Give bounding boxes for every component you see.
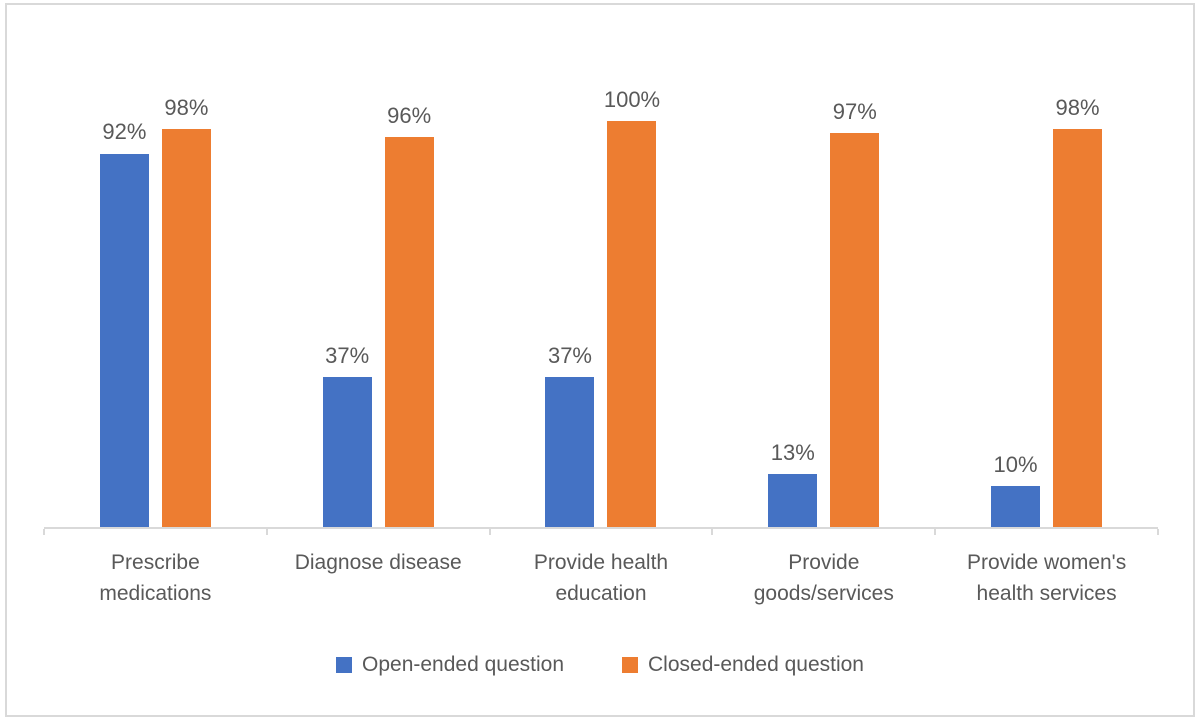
- bar-slot: 13%: [768, 121, 818, 527]
- axis-tick: [265, 529, 268, 535]
- bar-group: 37% 100%: [490, 87, 713, 527]
- data-label: 37%: [325, 342, 370, 368]
- bar-slot: 98%: [161, 95, 211, 527]
- bar-group: 10% 98%: [935, 95, 1158, 527]
- data-label: 98%: [1055, 95, 1100, 121]
- data-label: 96%: [387, 103, 432, 129]
- axis-tick: [43, 529, 45, 535]
- bar-closed-ended: [830, 133, 880, 527]
- bar-open-ended: [991, 486, 1041, 527]
- legend-item: Closed-ended question: [622, 653, 864, 677]
- data-label: 98%: [164, 95, 209, 121]
- legend-label: Open-ended question: [362, 653, 564, 676]
- category-label: Provide women's health services: [966, 551, 1127, 605]
- plot-area: 92% 98% 37% 96% 37% 100% 13% 97% 10% 98%: [43, 87, 1159, 535]
- category-label: Provide goods/services: [753, 551, 894, 605]
- bar-slot: 100%: [604, 87, 660, 527]
- bar-closed-ended: [607, 121, 657, 527]
- bar-open-ended: [322, 376, 372, 527]
- bar-slot: 96%: [384, 103, 434, 527]
- axis-tick: [711, 529, 714, 535]
- data-label: 37%: [547, 342, 593, 368]
- legend-label: Closed-ended question: [648, 653, 864, 676]
- data-label: 100%: [603, 87, 661, 112]
- legend-item: Open-ended question: [336, 653, 564, 677]
- category-label: Prescribe medications: [99, 551, 212, 605]
- bar-group: 92% 98%: [44, 95, 267, 527]
- axis-tick: [488, 529, 491, 535]
- category-label: Provide health education: [533, 551, 669, 605]
- data-label: 92%: [102, 119, 147, 145]
- x-axis-labels: Prescribe medications Diagnose disease Pro…: [44, 547, 1158, 609]
- bar-slot: 37%: [545, 121, 595, 527]
- bar-slot: 10%: [991, 121, 1041, 527]
- bar-closed-ended: [161, 129, 211, 527]
- bar-slot: 92%: [99, 119, 149, 527]
- data-label: 97%: [832, 99, 877, 125]
- bar-open-ended: [545, 376, 595, 527]
- legend-swatch-icon: [622, 657, 638, 673]
- bar-group: 37% 96%: [267, 103, 490, 527]
- bar-slot: 97%: [830, 99, 880, 527]
- bar-open-ended: [99, 153, 149, 527]
- bar-closed-ended: [1053, 129, 1103, 527]
- legend-swatch-icon: [336, 657, 352, 673]
- bar-slot: 37%: [322, 121, 372, 527]
- chart-frame: 92% 98% 37% 96% 37% 100% 13% 97% 10% 98% Prescrib…: [5, 3, 1195, 717]
- legend: Open-ended question Closed-ended question: [7, 653, 1193, 677]
- axis-tick: [1157, 529, 1159, 535]
- bar-open-ended: [768, 474, 818, 527]
- bar-group: 13% 97%: [712, 99, 935, 527]
- axis-tick: [934, 529, 937, 535]
- bar-slot: 98%: [1053, 95, 1103, 527]
- data-label: 10%: [993, 452, 1038, 478]
- category-label: Diagnose disease: [294, 551, 462, 574]
- bar-closed-ended: [384, 137, 434, 527]
- data-label: 13%: [770, 440, 815, 466]
